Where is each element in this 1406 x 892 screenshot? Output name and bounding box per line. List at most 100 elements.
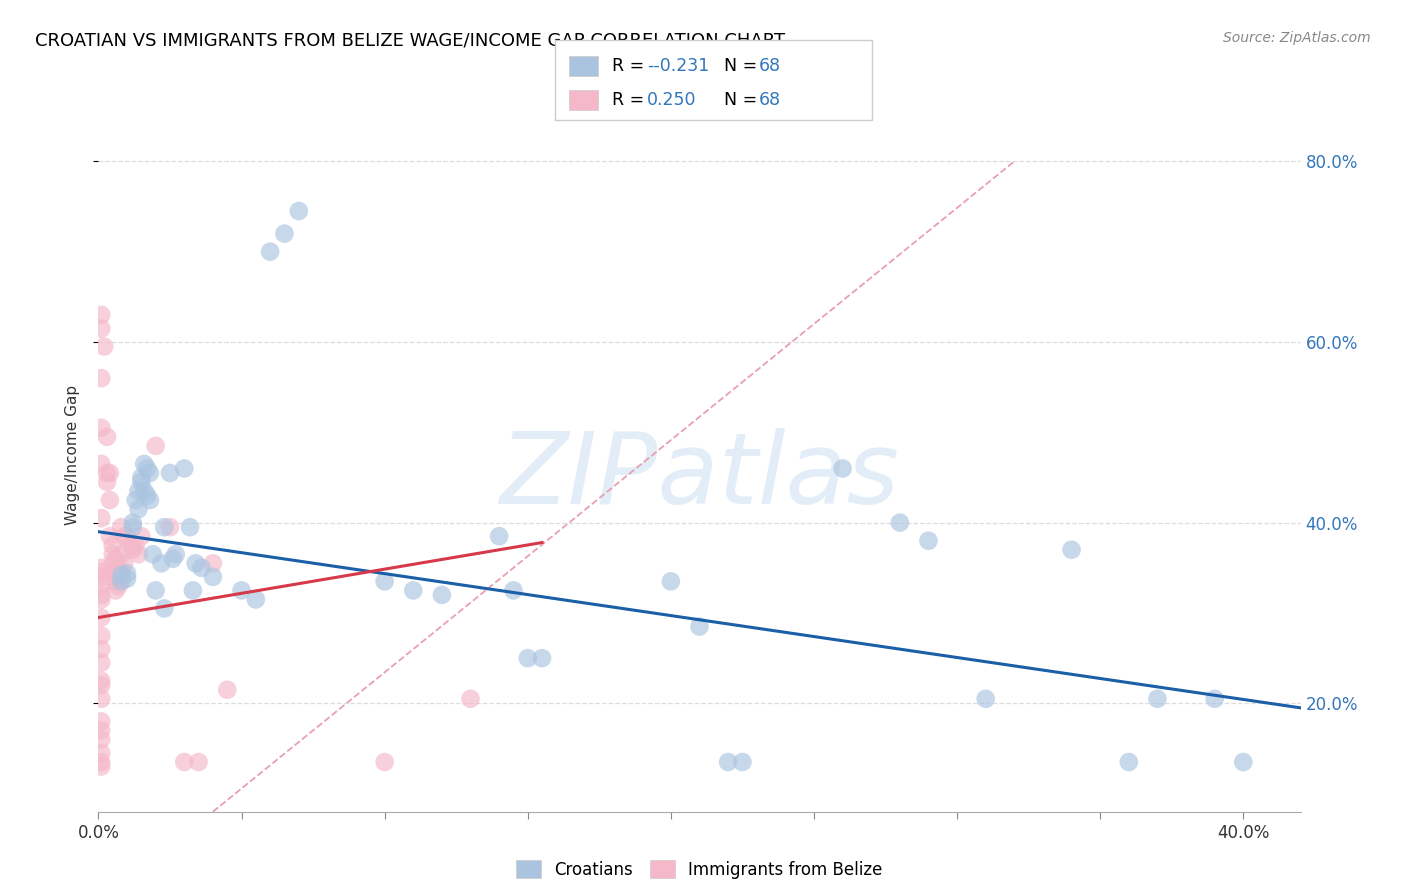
Point: [90, 321, 112, 335]
Point: [150, 557, 173, 571]
Point: [165, 547, 187, 561]
Point: [90, 746, 112, 760]
Point: [96, 466, 118, 480]
Point: [104, 551, 127, 566]
Point: [90, 723, 112, 738]
Point: [98, 493, 121, 508]
Point: [90, 457, 112, 471]
Point: [98, 529, 121, 543]
Point: [181, 583, 204, 598]
Point: [90, 566, 112, 580]
Point: [1118, 755, 1140, 769]
Point: [430, 588, 453, 602]
Point: [201, 557, 224, 571]
Point: [131, 475, 153, 489]
Point: [118, 538, 141, 552]
Point: [90, 732, 112, 747]
Point: [90, 579, 112, 593]
Point: [90, 673, 112, 688]
Point: [516, 651, 538, 665]
Point: [90, 656, 112, 670]
Point: [139, 466, 162, 480]
Point: [374, 755, 396, 769]
Point: [93, 339, 115, 353]
Point: [159, 466, 181, 480]
Text: 0.250: 0.250: [647, 91, 696, 109]
Text: CROATIAN VS IMMIGRANTS FROM BELIZE WAGE/INCOME GAP CORRELATION CHART: CROATIAN VS IMMIGRANTS FROM BELIZE WAGE/…: [35, 31, 786, 49]
Text: --0.231: --0.231: [647, 57, 709, 75]
Point: [90, 511, 112, 525]
Point: [90, 642, 112, 657]
Point: [112, 529, 135, 543]
Point: [128, 502, 150, 516]
Text: R =: R =: [612, 91, 650, 109]
Point: [402, 583, 425, 598]
Point: [101, 566, 124, 580]
Point: [659, 574, 682, 589]
Point: [1204, 691, 1226, 706]
Point: [90, 678, 112, 692]
Point: [98, 466, 121, 480]
Point: [101, 538, 124, 552]
Point: [974, 691, 997, 706]
Point: [273, 227, 295, 241]
Point: [134, 484, 156, 499]
Point: [128, 484, 150, 499]
Point: [110, 547, 132, 561]
Point: [101, 557, 124, 571]
Y-axis label: Wage/Income Gap: Wage/Income Gap: [65, 384, 80, 525]
Point: [90, 371, 112, 385]
Point: [90, 610, 112, 624]
Point: [110, 574, 132, 589]
Point: [110, 520, 132, 534]
Text: N =: N =: [713, 91, 762, 109]
Point: [136, 489, 159, 503]
Point: [889, 516, 911, 530]
Point: [689, 619, 711, 633]
Point: [90, 570, 112, 584]
Point: [184, 557, 207, 571]
Point: [124, 493, 146, 508]
Point: [90, 561, 112, 575]
Point: [488, 529, 510, 543]
Point: [90, 629, 112, 643]
Point: [153, 601, 176, 615]
Point: [90, 421, 112, 435]
Point: [1060, 542, 1083, 557]
Point: [201, 570, 224, 584]
Point: [531, 651, 554, 665]
Point: [90, 759, 112, 773]
Point: [96, 475, 118, 489]
Point: [190, 561, 212, 575]
Point: [90, 592, 112, 607]
Point: [121, 520, 143, 534]
Point: [96, 430, 118, 444]
Point: [121, 516, 143, 530]
Point: [131, 529, 153, 543]
Point: [101, 547, 124, 561]
Point: [1146, 691, 1168, 706]
Point: [110, 566, 132, 580]
Point: [139, 493, 162, 508]
Point: [173, 755, 195, 769]
Point: [179, 520, 201, 534]
Point: [112, 557, 135, 571]
Point: [731, 755, 754, 769]
Point: [90, 308, 112, 322]
Point: [128, 547, 150, 561]
Point: [90, 714, 112, 729]
Point: [831, 461, 853, 475]
Point: [90, 755, 112, 769]
Point: [107, 579, 129, 593]
Point: [121, 542, 143, 557]
Point: [145, 583, 167, 598]
Point: [115, 572, 138, 586]
Point: [107, 570, 129, 584]
Point: [917, 533, 939, 548]
Point: [104, 566, 127, 580]
Point: [145, 439, 167, 453]
Point: [134, 457, 156, 471]
Point: [107, 561, 129, 575]
Text: Source: ZipAtlas.com: Source: ZipAtlas.com: [1223, 31, 1371, 45]
Point: [115, 566, 138, 581]
